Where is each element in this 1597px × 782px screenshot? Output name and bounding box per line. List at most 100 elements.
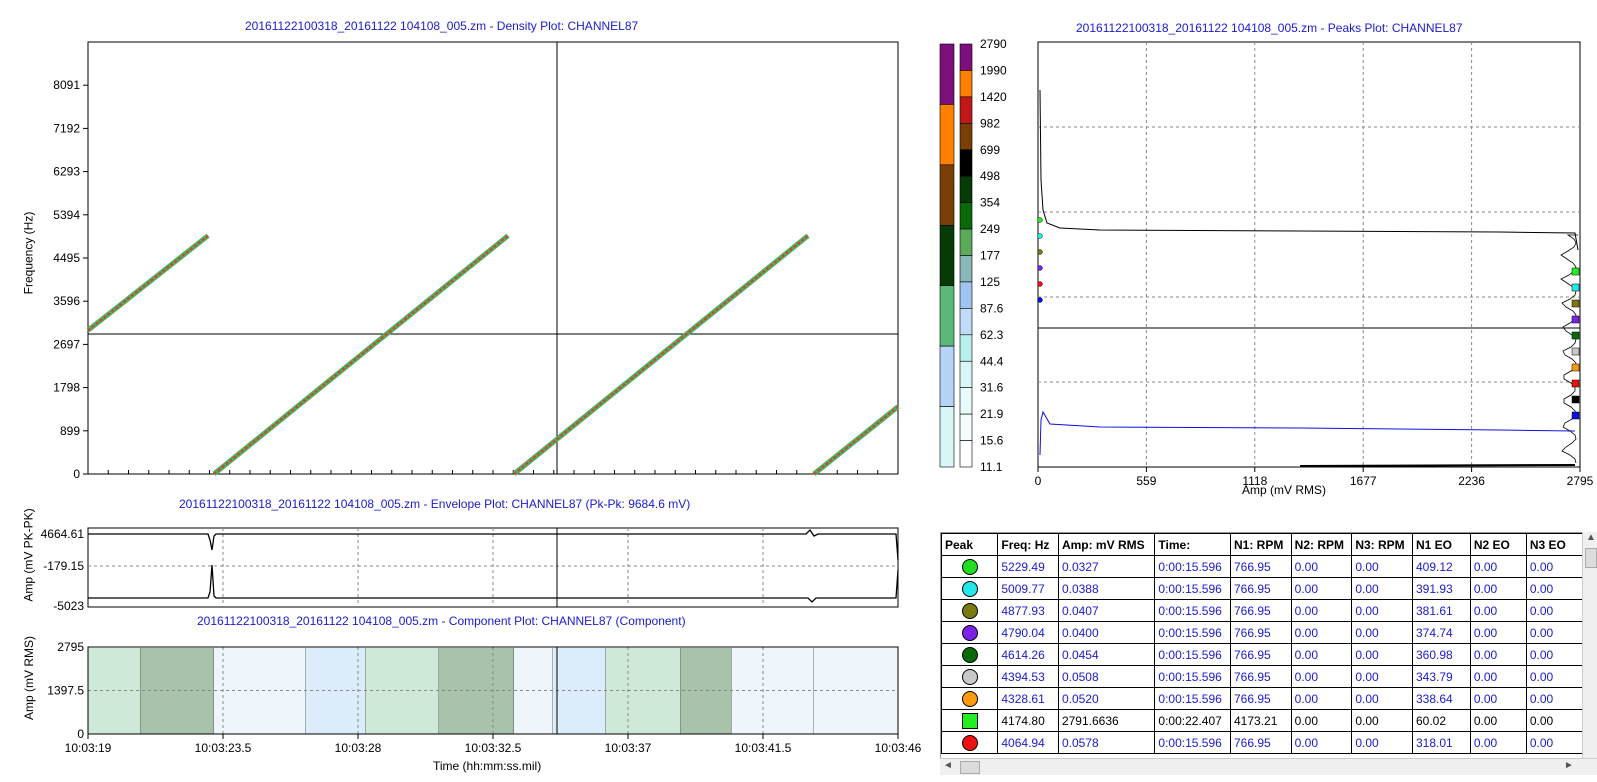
colorbar-inner-swatch [959,175,973,203]
peaks-marker [1571,315,1580,324]
scroll-right-arrow-icon[interactable]: ► [1564,760,1574,771]
peaks-marker [1037,217,1043,223]
table-cell-time: 0:00:15.596 [1154,621,1231,644]
peak-marker-cell [941,709,999,732]
table-cell-n3rpm: 0.00 [1351,687,1413,710]
component-ytick-label: 2795 [57,640,84,654]
peaks-plot[interactable]: 0 559 1118 1677 2236 2795 [1035,41,1594,488]
square-marker-icon [961,712,978,729]
table-cell-n3eo: 0.00 [1525,555,1583,578]
table-cell-n2eo: 0.00 [1469,555,1527,578]
table-row[interactable]: 4174.80 2791.6636 0:00:22.407 4173.21 0.00 0.… [941,709,1583,732]
table-row[interactable]: 4790.04 0.0400 0:00:15.596 766.95 0.00 0.00 37… [941,621,1583,644]
table-column-header[interactable]: N1 EO [1411,533,1471,556]
density-ytick-label: 0 [73,467,80,481]
table-cell-n3rpm: 0.00 [1351,643,1413,666]
table-column-header[interactable]: N2: RPM [1290,533,1353,556]
table-cell-time: 0:00:15.596 [1154,555,1231,578]
table-row[interactable]: 4394.53 0.0508 0:00:15.596 766.95 0.00 0.00 34… [941,665,1583,688]
circle-marker-icon [961,624,978,641]
colorbar-inner-swatch [959,308,973,336]
colorbar-label: 62.3 [980,328,1004,342]
table-cell-amp: 0.0508 [1057,665,1156,688]
peaks-table[interactable]: Peak Freq: Hz Amp: mV RMS Time: N1: RPM N2: R… [940,532,1584,760]
peak-marker-cell [941,555,999,578]
density-plot[interactable]: 0 899 1798 2697 3596 4495 5394 6293 7192 8091 [53,41,900,481]
colorbar-inner-swatch [959,228,973,256]
component-xtick-label: 10:03:46 [875,741,922,755]
horizontal-scroll-thumb[interactable] [960,761,980,774]
colorbar-label: 177 [980,249,1000,263]
table-column-header[interactable]: Peak [941,533,999,556]
scroll-up-arrow-icon[interactable]: ▲ [1586,532,1596,543]
density-ytick-label: 2697 [53,337,80,351]
table-cell-n2rpm: 0.00 [1290,621,1353,644]
peaks-xtick-label: 1677 [1350,474,1377,488]
table-cell-n1eo: 360.98 [1411,643,1471,666]
table-cell-n2eo: 0.00 [1469,687,1527,710]
table-cell-amp: 0.0388 [1057,577,1156,600]
component-plot[interactable]: 2795 1397.5 0 10:03:19 10:03:23.5 10:03:28 10… [47,640,921,755]
table-cell-n1eo: 343.79 [1411,665,1471,688]
colorbar-inner-swatch [959,387,973,415]
component-band [439,648,514,734]
component-band [214,648,306,734]
colorbar-inner-swatch [959,440,973,468]
table-cell-time: 0:00:15.596 [1154,577,1231,600]
component-ytick-label: 0 [77,727,84,741]
table-cell-n1eo: 381.61 [1411,599,1471,622]
table-vertical-scrollbar[interactable]: ▲ [1582,532,1597,758]
table-column-header[interactable]: Freq: Hz [997,533,1059,556]
peaks-marker [1571,331,1580,340]
table-cell-n3rpm: 0.00 [1351,621,1413,644]
table-cell-amp: 0.0400 [1057,621,1156,644]
colorbar-label: 498 [980,169,1000,183]
colorbar-inner-swatch [959,123,973,151]
table-column-header[interactable]: Amp: mV RMS [1057,533,1156,556]
circle-marker-icon [961,580,978,597]
colorbar-label: 1420 [980,90,1007,104]
table-row[interactable]: 4877.93 0.0407 0:00:15.596 766.95 0.00 0.00 38… [941,599,1583,622]
colorbar-label: 125 [980,275,1000,289]
table-row[interactable]: 5229.49 0.0327 0:00:15.596 766.95 0.00 0.00 40… [941,555,1583,578]
peaks-marker [1037,297,1043,303]
envelope-plot[interactable]: 4664.61 -179.15 -5023 [41,527,899,613]
colorbar-label: 44.4 [980,354,1004,368]
scroll-left-arrow-icon[interactable]: ◄ [943,760,953,771]
colorbar-inner-swatch [959,360,973,388]
density-ytick-label: 4495 [53,251,80,265]
table-column-header[interactable]: Time: [1154,533,1231,556]
colorbar-inner-swatch [959,334,973,362]
table-column-header[interactable]: N3 EO [1525,533,1583,556]
table-cell-freq: 4614.26 [997,643,1059,666]
peaks-marker [1037,233,1043,239]
table-row[interactable]: 5009.77 0.0388 0:00:15.596 766.95 0.00 0.00 39… [941,577,1583,600]
table-cell-n3eo: 0.00 [1525,687,1583,710]
table-row[interactable]: 4328.61 0.0520 0:00:15.596 766.95 0.00 0.00 33… [941,687,1583,710]
colorbar-label: 249 [980,222,1000,236]
table-column-header[interactable]: N1: RPM [1230,533,1292,556]
density-plot-title: 20161122100318_20161122 104108_005.zm - … [245,19,639,33]
table-cell-n2eo: 0.00 [1469,599,1527,622]
peaks-marker [1571,299,1580,308]
envelope-upper-trace [88,528,899,561]
table-cell-amp: 0.0327 [1057,555,1156,578]
density-ytick-label: 8091 [53,78,80,92]
vertical-scroll-thumb[interactable] [1585,548,1597,568]
table-column-header[interactable]: N3: RPM [1351,533,1413,556]
table-cell-n3rpm: 0.00 [1351,709,1413,732]
table-row[interactable]: 4614.26 0.0454 0:00:15.596 766.95 0.00 0.00 36… [941,643,1583,666]
colorbar-outer-swatch [939,43,955,105]
table-column-header[interactable]: N2 EO [1469,533,1527,556]
table-cell-time: 0:00:15.596 [1154,643,1231,666]
colorbar-label: 1990 [980,63,1007,77]
peaks-xlabel: Amp (mV RMS) [1242,483,1326,497]
peaks-marker [1037,265,1043,271]
colorbar-label: 11.1 [980,460,1003,474]
peaks-baseline-trace [1299,464,1576,467]
peaks-marker [1571,411,1580,420]
table-row[interactable]: 4064.94 0.0578 0:00:15.596 766.95 0.00 0.00 31… [941,731,1583,754]
table-horizontal-scrollbar[interactable]: ◄ ► [940,758,1597,775]
component-xtick-label: 10:03:19 [65,741,112,755]
peaks-marker [1571,395,1580,404]
